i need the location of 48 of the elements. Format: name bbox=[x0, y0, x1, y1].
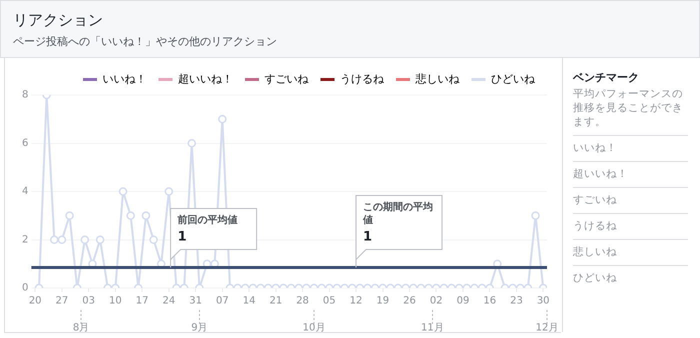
chart-title: リアクション bbox=[13, 11, 103, 30]
x-tick-label: 21 bbox=[269, 296, 282, 307]
text: すごいね bbox=[573, 187, 688, 213]
x-tick-label: 16 bbox=[483, 296, 496, 307]
x-tick-label: 23 bbox=[510, 296, 523, 307]
ref-line-label: 前回の平均値 1 bbox=[176, 214, 238, 244]
legend-label: すごいね bbox=[264, 72, 310, 86]
x2-tick-label: 8月 bbox=[72, 322, 90, 334]
x-tick-label: 20 bbox=[28, 296, 42, 307]
x2-tick-label: 12月 bbox=[536, 322, 558, 334]
x-tick-label: 31 bbox=[189, 296, 202, 307]
x-tick-label: 10 bbox=[109, 296, 122, 307]
x-tick-label: 26 bbox=[403, 296, 416, 307]
legend-label: 超いいね！ bbox=[178, 72, 233, 86]
x-tick-label: 09 bbox=[456, 296, 470, 307]
x2-tick-label: 9月 bbox=[191, 322, 208, 334]
y-tick-label: 6 bbox=[22, 138, 28, 149]
x-tick-label: 30 bbox=[536, 296, 550, 307]
x-tick-label: 24 bbox=[162, 296, 176, 307]
x-tick-label: 17 bbox=[136, 296, 148, 307]
x-tick-label: 07 bbox=[216, 296, 229, 307]
x-tick-label: 03 bbox=[82, 296, 96, 307]
annotation: この期間の平均値 1 bbox=[362, 201, 434, 244]
chart-subtitle: ページ投稿への「いいね！」やその他のリアクション bbox=[13, 34, 277, 49]
legend-label: 悲しいね bbox=[414, 72, 460, 86]
text: 平均パフォーマンスの推移を見ることができます。 bbox=[573, 87, 684, 129]
text: うけるね bbox=[573, 213, 688, 239]
x2-tick-label: 11月 bbox=[421, 322, 444, 334]
x-tick-label: 05 bbox=[322, 296, 336, 307]
legend-label: いいね！ bbox=[102, 72, 146, 86]
text: 悲しいね bbox=[573, 239, 688, 265]
text: 超いいね！ bbox=[573, 161, 688, 187]
text: いいね！ bbox=[573, 135, 688, 161]
x-tick-label: 27 bbox=[56, 296, 68, 307]
x-tick-label: 12 bbox=[350, 296, 362, 307]
y-tick-label: 0 bbox=[22, 282, 28, 294]
x-tick-label: 02 bbox=[430, 296, 443, 307]
y-tick-label: 2 bbox=[22, 234, 28, 246]
y-tick-label: 4 bbox=[22, 186, 28, 198]
x2-tick-label: 10月 bbox=[302, 322, 326, 334]
x-tick-label: 14 bbox=[242, 296, 256, 307]
text: ベンチマーク bbox=[573, 70, 640, 85]
text: ひどいね bbox=[573, 265, 688, 291]
y-tick-label: 8 bbox=[22, 90, 28, 101]
x-tick-label: 28 bbox=[296, 296, 309, 307]
legend-label: ひどいね bbox=[491, 72, 536, 86]
legend-label: うけるね bbox=[340, 72, 385, 86]
x-tick-label: 19 bbox=[376, 296, 390, 307]
